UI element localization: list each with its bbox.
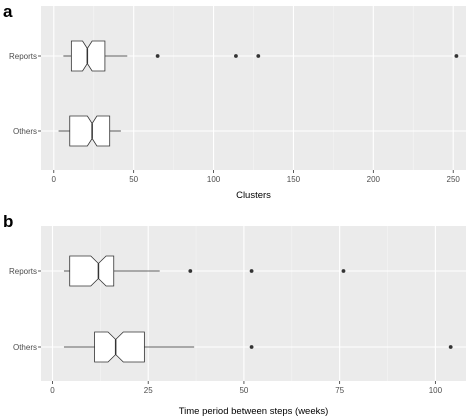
notched-box [94,331,145,363]
panel-a-letter: a [3,2,13,21]
x-tick-label: 75 [335,386,344,395]
x-tick-label: 25 [144,386,153,395]
x-tick-label: 100 [429,386,443,395]
y-tick-label: Reports [9,267,37,276]
x-tick-label: 250 [447,175,461,184]
x-tick-label: 200 [367,175,381,184]
x-tick-label: 150 [287,175,301,184]
outlier-point [341,269,346,273]
outlier-point [256,54,261,58]
box-others [63,331,453,363]
x-tick-label: 0 [50,386,55,395]
x-tick-label: 0 [52,175,57,184]
y-tick-label: Reports [9,52,37,61]
outlier-point [249,269,254,273]
panel-b-letter: b [3,212,13,231]
y-tick-label: Others [13,127,37,136]
x-tick-label: 50 [239,386,248,395]
outlier-point [249,345,254,349]
x-tick-label: 100 [207,175,221,184]
y-tick-label: Others [13,343,37,352]
outlier-point [188,269,193,273]
notched-box [69,255,115,287]
panel-b: Reports Others 0 25 50 75 100 Time period betwe… [9,226,466,417]
notched-box [69,115,111,147]
x-axis-title: Time period between steps (weeks) [179,406,329,417]
outlier-point [454,54,459,58]
panel-a: Reports Others 0 50 100 150 200 250 Clusters [9,6,466,201]
box-others [58,115,121,147]
box-reports [63,40,459,72]
x-tick-label: 50 [129,175,138,184]
x-axis-title: Clusters [236,190,271,201]
box-reports [63,255,346,287]
outlier-point [448,345,453,349]
outlier-point [155,54,160,58]
outlier-point [234,54,238,58]
notched-box [70,40,106,72]
